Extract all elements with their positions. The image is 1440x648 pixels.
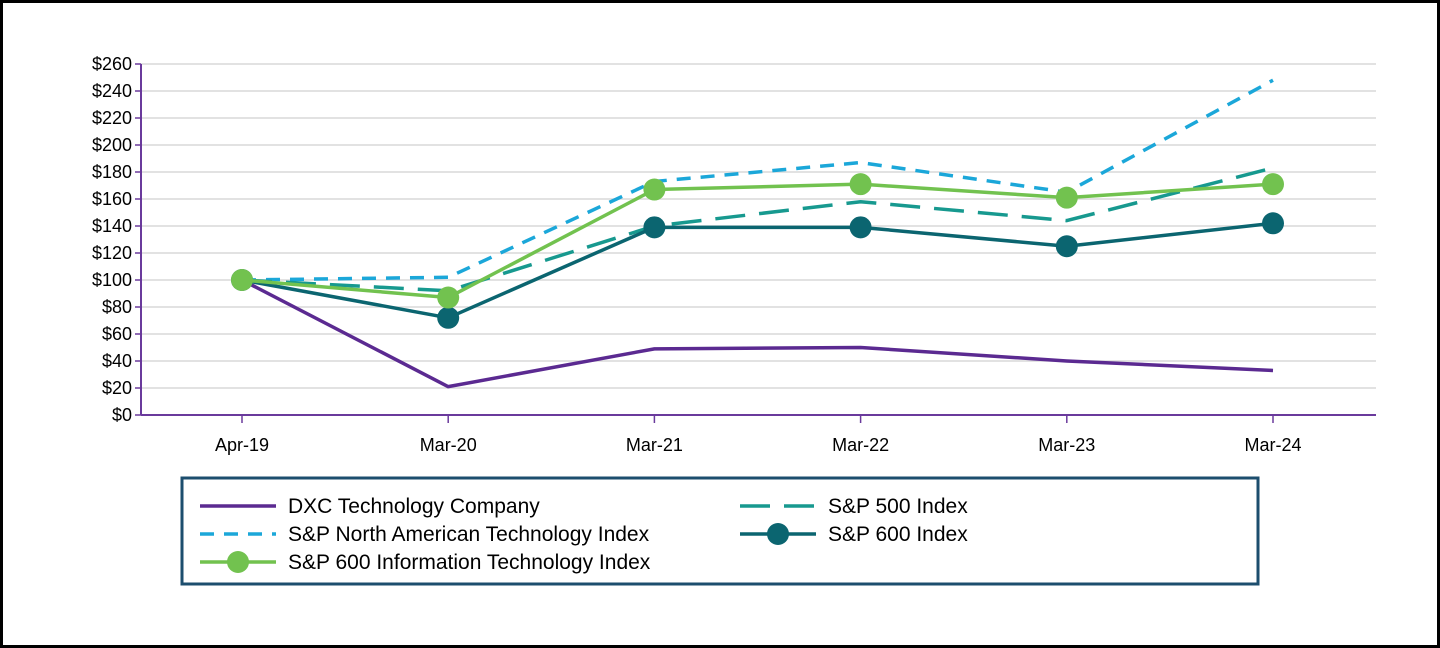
- legend-label: S&P 600 Index: [828, 523, 968, 546]
- y-tick-label: $180: [92, 162, 132, 182]
- x-tick-label: Mar-23: [1038, 435, 1095, 455]
- series-line: [241, 278, 1274, 389]
- data-point: [1262, 173, 1284, 196]
- y-tick-label: $100: [92, 270, 132, 290]
- y-tick-label: $140: [92, 216, 132, 236]
- legend-item: S&P 600 Index: [740, 523, 968, 546]
- x-tick-label: Apr-19: [215, 435, 269, 455]
- y-tick-label: $80: [102, 297, 132, 317]
- data-point: [1055, 186, 1078, 209]
- legend: DXC Technology Company S&P 500 Index S&P N…: [180, 476, 1260, 586]
- y-tick-label: $200: [92, 135, 132, 155]
- legend-label: DXC Technology Company: [288, 495, 540, 518]
- data-point: [643, 178, 666, 201]
- legend-item: DXC Technology Company: [200, 495, 540, 518]
- legend-label: S&P 600 Information Technology Index: [288, 551, 651, 574]
- legend-label: S&P North American Technology Index: [288, 523, 650, 546]
- legend-item: S&P 500 Index: [740, 495, 968, 518]
- legend-box: [180, 476, 1260, 586]
- legend-marker: [767, 523, 789, 545]
- y-tick-label: $120: [92, 243, 132, 263]
- x-tick-label: Mar-24: [1244, 435, 1301, 455]
- data-point: [231, 269, 253, 291]
- series-layer: [231, 78, 1284, 389]
- x-tick-label: Mar-22: [832, 435, 889, 455]
- y-tick-label: $20: [102, 378, 132, 398]
- data-point: [849, 173, 872, 196]
- y-tick-label: $160: [92, 189, 132, 209]
- x-axis: Apr-19 Mar-20 Mar-21 Mar-22 Mar-23 Mar-24: [141, 414, 1376, 455]
- y-tick-label: $240: [92, 81, 132, 101]
- y-tick-label: $60: [102, 324, 132, 344]
- data-point: [437, 286, 460, 309]
- data-point: [1262, 212, 1284, 235]
- y-tick-label: $40: [102, 351, 132, 371]
- series-4: [231, 173, 1284, 309]
- data-point: [1055, 235, 1078, 258]
- data-point: [437, 306, 460, 329]
- series-0: [241, 278, 1274, 389]
- series-line: [241, 78, 1274, 282]
- y-tick-label: $220: [92, 108, 132, 128]
- series-line: [241, 182, 1274, 300]
- legend-label: S&P 500 Index: [828, 495, 968, 518]
- data-point: [849, 216, 872, 239]
- legend-item: S&P 600 Information Technology Index: [200, 551, 651, 574]
- data-point: [643, 216, 666, 239]
- y-tick-label: $260: [92, 54, 132, 74]
- legend-marker: [227, 551, 249, 573]
- y-tick-label: $0: [112, 405, 132, 425]
- x-tick-label: Mar-21: [626, 435, 683, 455]
- x-tick-label: Mar-20: [420, 435, 477, 455]
- series-3: [231, 212, 1284, 329]
- series-2: [241, 78, 1274, 282]
- series-line: [241, 221, 1274, 320]
- legend-item: S&P North American Technology Index: [200, 523, 650, 546]
- y-axis: $0 $20 $40 $60 $80 $100 $120 $140 $160 $180 $200 $2…: [92, 54, 142, 425]
